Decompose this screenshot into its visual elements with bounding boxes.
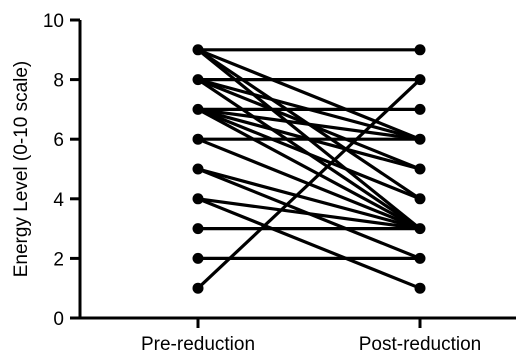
pre-point	[192, 103, 204, 115]
pre-point	[192, 282, 204, 294]
pre-point	[192, 163, 204, 175]
post-point	[414, 193, 426, 205]
pre-point	[192, 44, 204, 56]
y-tick-label: 6	[53, 130, 64, 151]
y-tick-label: 8	[53, 71, 64, 92]
pre-point	[192, 223, 204, 235]
subject-line	[197, 197, 421, 231]
subject-line	[197, 48, 421, 141]
subject-line	[197, 107, 421, 141]
subject-line	[197, 197, 421, 290]
subject-line	[197, 107, 421, 231]
y-tick-label: 2	[53, 249, 64, 270]
y-tick-label: 4	[53, 190, 64, 211]
post-point	[414, 74, 426, 86]
axes	[78, 20, 516, 320]
y-ticks: 0 2 4 6 8 10	[43, 11, 80, 330]
subject-line	[197, 167, 421, 231]
x-category-label: Pre-reduction	[141, 334, 255, 355]
post-point	[414, 133, 426, 145]
pre-point	[192, 133, 204, 145]
post-point	[414, 103, 426, 115]
pre-point	[192, 193, 204, 205]
series-lines	[196, 48, 422, 290]
post-point	[414, 282, 426, 294]
post-point	[414, 44, 426, 56]
data-points	[192, 44, 426, 294]
y-axis-title: Energy Level (0-10 scale)	[11, 61, 32, 278]
post-point	[414, 163, 426, 175]
post-point	[414, 223, 426, 235]
pre-point	[192, 74, 204, 86]
post-point	[414, 252, 426, 264]
y-tick-label: 0	[53, 309, 64, 330]
subject-line	[197, 107, 421, 201]
pre-point	[192, 252, 204, 264]
y-tick-label: 10	[43, 11, 64, 32]
x-category-label: Post-reduction	[359, 334, 482, 355]
x-ticks: Pre-reduction Post-reduction	[141, 318, 481, 355]
subject-line	[196, 78, 422, 290]
